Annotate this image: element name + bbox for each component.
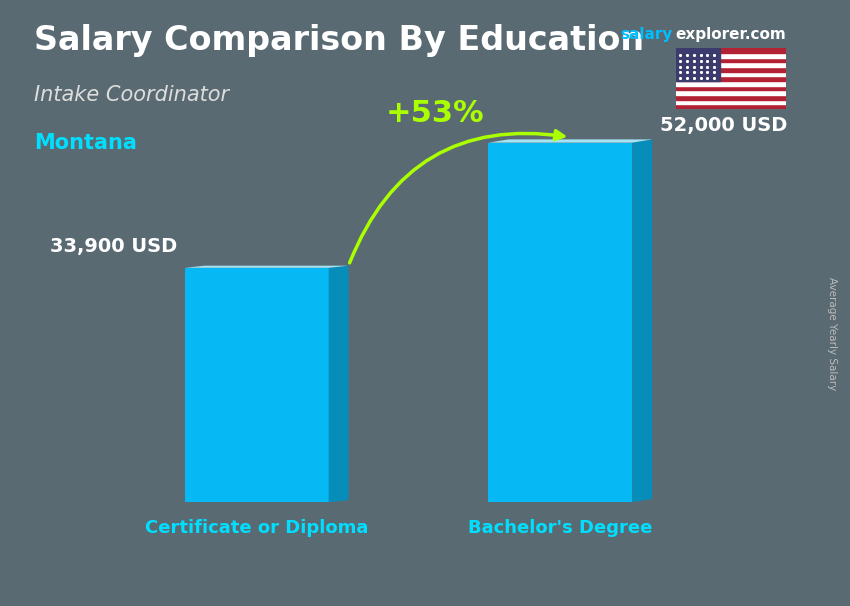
- Text: Certificate or Diploma: Certificate or Diploma: [145, 519, 368, 537]
- Text: salary: salary: [620, 27, 673, 42]
- Bar: [676, 104, 786, 109]
- Polygon shape: [489, 139, 652, 142]
- Text: +53%: +53%: [386, 99, 484, 128]
- Polygon shape: [329, 265, 348, 502]
- Bar: [676, 48, 720, 81]
- Bar: [676, 67, 786, 72]
- Bar: [676, 81, 786, 86]
- Text: 33,900 USD: 33,900 USD: [49, 237, 177, 256]
- Bar: [676, 76, 786, 81]
- Text: Average Yearly Salary: Average Yearly Salary: [827, 277, 837, 390]
- FancyArrowPatch shape: [349, 131, 564, 263]
- Text: explorer.com: explorer.com: [676, 27, 786, 42]
- Text: Bachelor's Degree: Bachelor's Degree: [468, 519, 653, 537]
- Text: 52,000 USD: 52,000 USD: [660, 116, 788, 135]
- Bar: [676, 72, 786, 76]
- Bar: [676, 100, 786, 104]
- Bar: [676, 58, 786, 62]
- Bar: [676, 90, 786, 95]
- Bar: [676, 86, 786, 90]
- Polygon shape: [184, 268, 329, 502]
- Polygon shape: [489, 142, 632, 502]
- Polygon shape: [184, 265, 348, 268]
- Polygon shape: [632, 139, 652, 502]
- Text: Salary Comparison By Education: Salary Comparison By Education: [34, 24, 644, 57]
- Text: Intake Coordinator: Intake Coordinator: [34, 85, 230, 105]
- Text: Montana: Montana: [34, 133, 137, 153]
- Bar: [676, 48, 786, 53]
- Bar: [676, 62, 786, 67]
- Bar: [676, 95, 786, 100]
- Bar: [676, 53, 786, 58]
